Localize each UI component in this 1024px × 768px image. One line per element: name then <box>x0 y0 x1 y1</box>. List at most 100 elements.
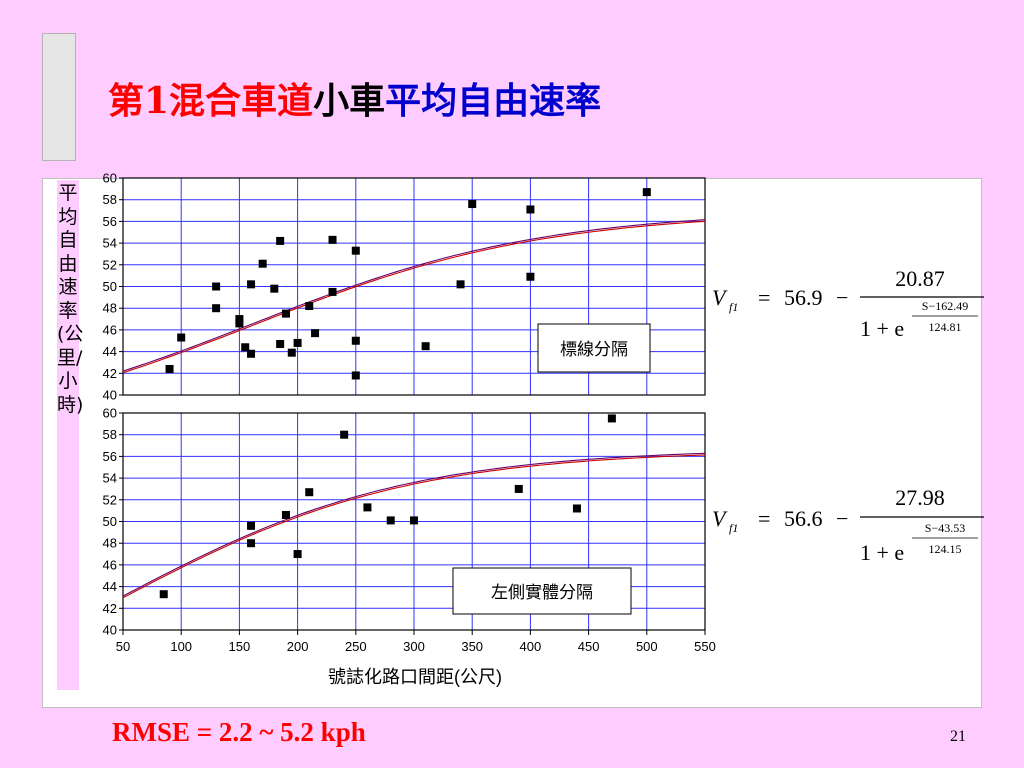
data-point <box>572 504 581 513</box>
data-point <box>235 315 244 324</box>
chart-top-label-box <box>537 323 651 373</box>
plot-border <box>122 177 706 396</box>
eq-bottom-equals: = <box>758 506 770 531</box>
data-point <box>159 590 168 599</box>
data-point <box>247 280 256 289</box>
eq-bottom-minus: − <box>836 506 848 531</box>
data-point <box>276 340 285 349</box>
chart-bottom-label: 左側實體分隔 <box>491 583 593 602</box>
y-tick-label: 46 <box>103 322 117 337</box>
data-point <box>212 304 221 313</box>
data-point <box>468 200 477 209</box>
eq-bottom-numerator: 27.98 <box>895 485 945 510</box>
y-tick-label: 48 <box>103 301 117 316</box>
title-part-red: 第1混合車道 <box>108 80 314 122</box>
slide-title: 第1混合車道小車平均自由速率 <box>108 72 601 124</box>
y-tick-label: 44 <box>103 344 117 359</box>
data-point <box>247 521 256 530</box>
data-point <box>281 510 290 519</box>
x-tick-label: 300 <box>403 639 425 654</box>
data-point <box>258 259 267 268</box>
x-tick-label: 400 <box>520 639 542 654</box>
eq-bottom-exp-top: S−43.53 <box>925 521 965 535</box>
eq-bottom-lhs-sub: f1 <box>729 521 738 535</box>
y-tick-label: 44 <box>103 579 117 594</box>
data-point <box>526 205 535 214</box>
fit-curve <box>122 454 706 599</box>
decorative-left-bar <box>42 33 76 161</box>
data-point <box>351 246 360 255</box>
y-tick-label: 54 <box>103 236 117 251</box>
data-point <box>311 329 320 338</box>
fit-curve-secondary <box>122 219 706 372</box>
data-point <box>340 430 349 439</box>
x-tick-label: 50 <box>116 639 130 654</box>
data-point <box>177 333 186 342</box>
data-point <box>456 280 465 289</box>
title-part-black: 小車 <box>313 80 386 122</box>
data-point <box>247 539 256 548</box>
data-point <box>293 550 302 559</box>
eq-top-numerator: 20.87 <box>895 266 945 291</box>
x-tick-label: 250 <box>345 639 367 654</box>
fit-curve <box>122 220 706 374</box>
data-point <box>287 348 296 357</box>
x-axis-label: 號誌化路口間距(公尺) <box>328 667 502 687</box>
x-tick-label: 150 <box>229 639 251 654</box>
eq-bottom-lhs: V <box>712 506 728 531</box>
data-point <box>305 302 314 311</box>
eq-top-exp-top: S−162.49 <box>922 299 968 313</box>
y-tick-label: 46 <box>103 557 117 572</box>
x-tick-label: 350 <box>461 639 483 654</box>
x-tick-label: 100 <box>170 639 192 654</box>
y-tick-label: 56 <box>103 449 117 464</box>
x-tick-label: 450 <box>578 639 600 654</box>
chart-top-label: 標線分隔 <box>560 340 628 359</box>
y-tick-label: 56 <box>103 214 117 229</box>
y-tick-label: 58 <box>103 427 117 442</box>
equation-bottom: V f1 = 56.6 − 27.98 1 + e S−43.53 124.15 <box>712 485 984 565</box>
y-axis-label: 平均自由速率(公里/小時) <box>57 182 84 416</box>
y-tick-label: 60 <box>103 171 117 186</box>
y-tick-label: 50 <box>103 514 117 529</box>
rmse-footer: RMSE = 2.2 ~ 5.2 kph <box>112 717 366 747</box>
y-tick-label: 40 <box>103 623 117 638</box>
eq-top-minus: − <box>836 285 848 310</box>
data-point <box>328 287 337 296</box>
data-point <box>212 282 221 291</box>
y-tick-label: 60 <box>103 406 117 421</box>
x-axis-ticks: 50 100 150 200 250 300 350 400 450 500 550 <box>116 630 716 654</box>
data-point <box>328 235 337 244</box>
eq-top-constant: 56.9 <box>784 285 823 310</box>
data-point <box>410 516 418 525</box>
x-tick-label: 500 <box>636 639 658 654</box>
equation-top: V f1 = 56.9 − 20.87 1 + e S−162.49 124.8… <box>712 266 984 341</box>
data-point <box>305 488 314 497</box>
y-tick-label: 52 <box>103 492 117 507</box>
data-point <box>351 336 360 345</box>
eq-top-exp-bottom: 124.81 <box>929 320 962 334</box>
eq-top-lhs-sub: f1 <box>729 300 738 314</box>
data-point <box>421 342 430 351</box>
y-tick-label: 48 <box>103 536 117 551</box>
data-point <box>514 484 523 493</box>
eq-bottom-denominator: 1 + e <box>860 540 904 565</box>
y-tick-label: 58 <box>103 192 117 207</box>
y-tick-label: 50 <box>103 279 117 294</box>
data-point <box>607 414 616 423</box>
data-point <box>526 272 535 281</box>
title-part-blue: 平均自由速率 <box>385 80 602 122</box>
y-tick-label: 42 <box>103 366 117 381</box>
data-point <box>270 284 279 293</box>
data-point <box>276 236 285 245</box>
data-point <box>386 516 395 525</box>
eq-bottom-exp-bottom: 124.15 <box>929 542 962 556</box>
y-tick-label: 40 <box>103 388 117 403</box>
y-axis-label-strip <box>57 180 79 690</box>
data-point <box>235 319 244 328</box>
x-tick-label: 550 <box>694 639 716 654</box>
chart-bottom-label-box <box>452 567 632 615</box>
eq-bottom-constant: 56.6 <box>784 506 823 531</box>
data-point <box>281 309 290 318</box>
